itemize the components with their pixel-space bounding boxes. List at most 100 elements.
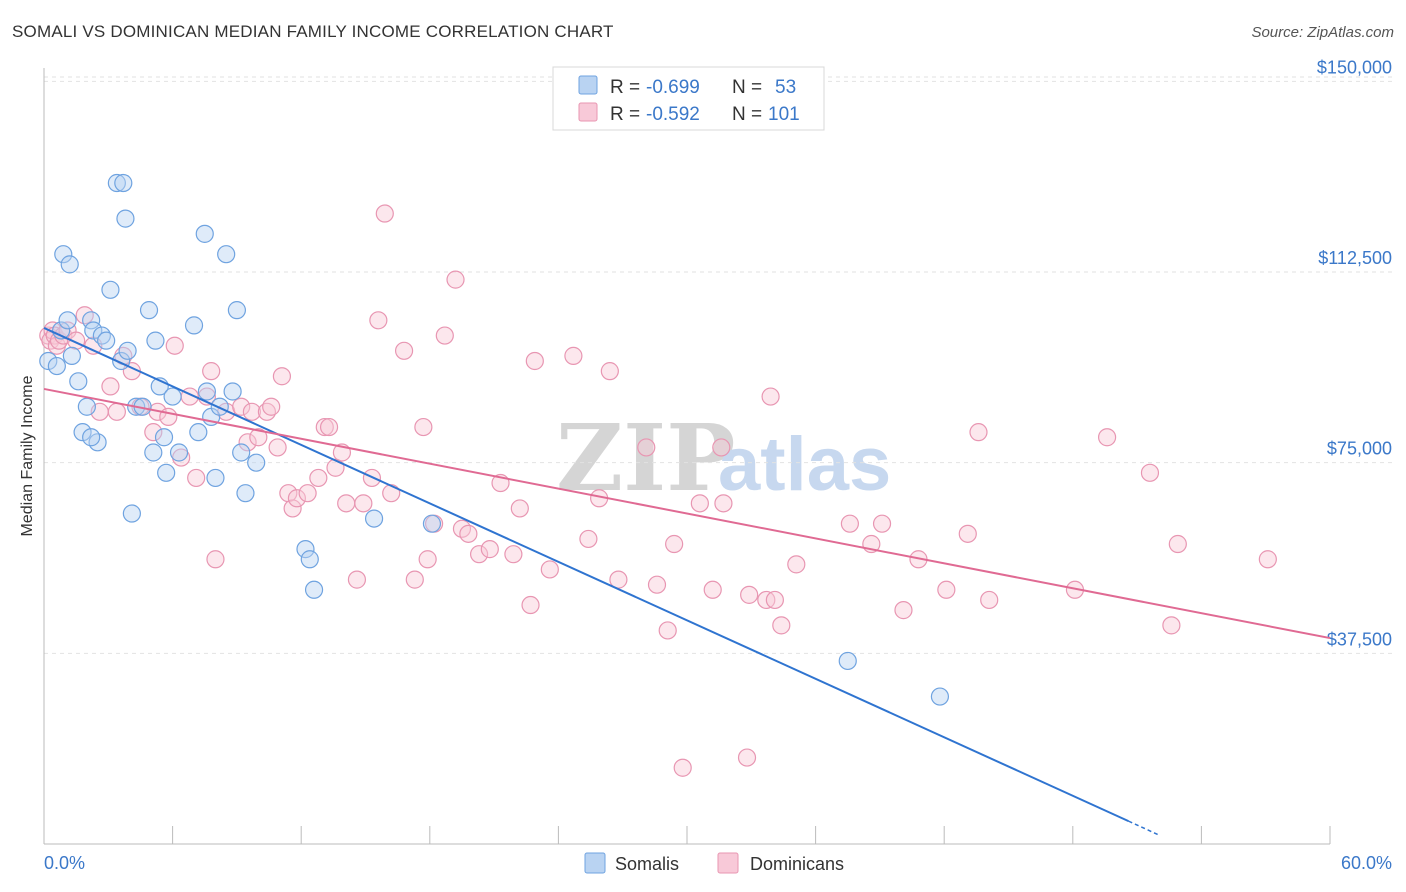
dominican-point — [315, 417, 334, 437]
y-axis-label: Median Family Income — [19, 375, 36, 536]
dominican-point — [469, 545, 489, 564]
dominican-point — [564, 346, 583, 365]
correlation-legend: R = -0.699 N = 53 R = -0.592 N = 101 — [552, 66, 825, 131]
somali-point — [223, 382, 242, 401]
somali-point — [184, 316, 204, 335]
bottom-legend-swatch-dominicans — [717, 852, 739, 874]
somali-point — [206, 468, 225, 488]
legend-n-label-dominicans: N = — [732, 104, 762, 125]
dominican-point — [1140, 463, 1160, 482]
somali-point — [154, 428, 174, 447]
dominican-point — [969, 423, 988, 442]
somali-point — [197, 382, 216, 401]
dominican-point — [958, 524, 977, 543]
dominican-point — [894, 601, 913, 620]
dominican-point — [232, 397, 251, 416]
y-tick-label: $75,000 — [1327, 439, 1392, 459]
dominican-point — [206, 550, 225, 569]
somali-point — [146, 331, 165, 350]
x-tick-label-min: 0.0% — [44, 853, 85, 873]
dominican-trend-line — [43, 387, 1331, 640]
dominican-point — [394, 341, 414, 360]
somali-point — [82, 428, 101, 447]
dominican-point — [737, 748, 757, 767]
somali-trend-extension — [1128, 820, 1159, 836]
somali-point — [116, 209, 135, 228]
dominican-point — [319, 417, 339, 437]
dominican-point — [765, 590, 784, 610]
somali-point — [73, 423, 92, 442]
dominican-point — [872, 514, 892, 533]
somali-point — [54, 245, 73, 264]
somali-trend-line — [43, 327, 1129, 823]
legend-n-value-somalis: 53 — [775, 77, 796, 98]
somali-point — [364, 509, 384, 528]
dominican-point — [600, 362, 619, 381]
somali-point — [422, 514, 442, 533]
dominican-point — [740, 585, 759, 604]
legend-r-value-somalis: -0.699 — [646, 77, 700, 98]
somali-point — [163, 387, 182, 406]
dominican-point — [272, 367, 292, 386]
dominican-point — [937, 580, 956, 599]
somali-point — [930, 687, 950, 706]
somali-point — [157, 463, 176, 482]
dominican-point — [326, 458, 345, 477]
somali-point — [118, 341, 137, 360]
somali-point — [217, 245, 236, 264]
dominican-point — [287, 489, 307, 508]
somali-point — [236, 484, 255, 503]
dominican-point — [144, 423, 163, 442]
dominican-point — [579, 529, 598, 549]
dominican-point — [703, 580, 722, 599]
chart-source: Source: ZipAtlas.com — [1251, 24, 1394, 41]
dominican-point — [298, 484, 317, 503]
legend-n-label-somalis: N = — [732, 77, 762, 98]
somali-point — [139, 301, 159, 320]
legend-box — [552, 66, 825, 131]
dominican-point — [761, 387, 780, 406]
dominican-point — [712, 438, 731, 457]
dominican-point — [262, 397, 281, 416]
dominican-point — [637, 438, 656, 457]
dominican-point — [510, 499, 529, 518]
bottom-legend-swatch-somalis — [584, 852, 606, 874]
somali-point — [122, 504, 141, 523]
dominican-point — [980, 590, 999, 610]
dominican-point — [840, 514, 859, 533]
dominican-point — [337, 494, 356, 513]
dominican-point — [187, 468, 206, 488]
y-tick-labels: $37,500 $75,000 $112,500 $150,000 — [1317, 57, 1392, 649]
somalis-points — [39, 173, 950, 706]
y-tick-label: $37,500 — [1327, 629, 1392, 649]
bottom-legend-label-dominicans: Dominicans — [750, 854, 844, 874]
dominican-point — [249, 428, 268, 447]
dominican-point — [504, 545, 523, 564]
somali-point — [189, 423, 208, 442]
dominican-point — [242, 402, 262, 421]
x-tick-label-max: 60.0% — [1341, 853, 1392, 873]
dominican-point — [347, 570, 367, 589]
dominican-point — [772, 616, 791, 635]
somali-point — [47, 356, 66, 376]
somali-point — [169, 443, 189, 462]
dominican-point — [540, 560, 559, 579]
axes — [43, 68, 1331, 845]
somali-point — [304, 580, 324, 599]
dominican-point — [459, 524, 478, 543]
dominican-point — [202, 362, 221, 381]
somali-point — [97, 331, 116, 350]
somali-point — [144, 443, 163, 462]
dominican-point — [787, 555, 806, 574]
somali-point — [58, 311, 77, 330]
dominican-point — [525, 351, 544, 371]
dominican-point — [414, 417, 433, 437]
somali-point — [114, 173, 133, 193]
dominican-point — [238, 433, 257, 452]
dominican-point — [107, 402, 126, 421]
dominican-point — [101, 377, 120, 396]
dominican-point — [405, 570, 424, 589]
dominican-point — [165, 336, 184, 355]
somali-point — [101, 280, 120, 299]
dominican-point — [521, 595, 540, 615]
